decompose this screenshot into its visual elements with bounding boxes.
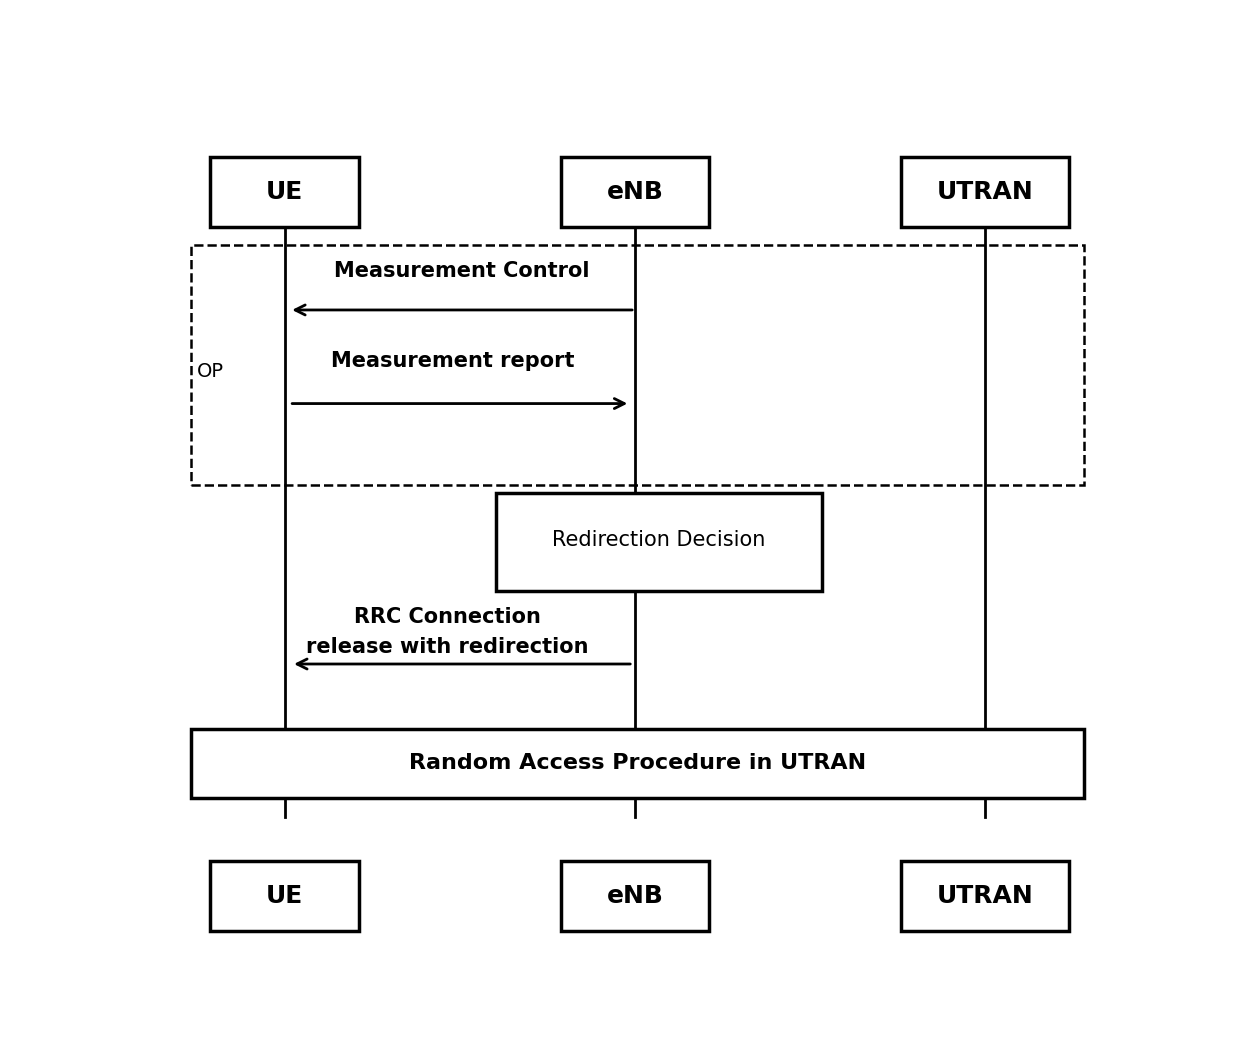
Text: Random Access Procedure in UTRAN: Random Access Procedure in UTRAN bbox=[409, 754, 866, 774]
Text: OP: OP bbox=[197, 361, 224, 381]
Text: UE: UE bbox=[266, 884, 304, 908]
Bar bbox=[560, 861, 710, 930]
Bar bbox=[211, 157, 359, 226]
Bar bbox=[496, 493, 823, 591]
Bar bbox=[211, 861, 359, 930]
Text: RRC Connection: RRC Connection bbox=[354, 608, 541, 628]
Text: Measurement Control: Measurement Control bbox=[335, 261, 590, 281]
Bar bbox=[191, 729, 1084, 798]
Bar bbox=[902, 861, 1069, 930]
Bar bbox=[191, 245, 1084, 485]
Bar bbox=[902, 157, 1069, 226]
Text: Redirection Decision: Redirection Decision bbox=[553, 531, 766, 551]
Bar bbox=[560, 157, 710, 226]
Text: eNB: eNB bbox=[607, 884, 663, 908]
Text: release with redirection: release with redirection bbox=[306, 636, 589, 656]
Text: UE: UE bbox=[266, 180, 304, 204]
Text: UTRAN: UTRAN bbox=[937, 180, 1033, 204]
Text: Measurement report: Measurement report bbox=[331, 351, 575, 371]
Text: eNB: eNB bbox=[607, 180, 663, 204]
Text: UTRAN: UTRAN bbox=[937, 884, 1033, 908]
